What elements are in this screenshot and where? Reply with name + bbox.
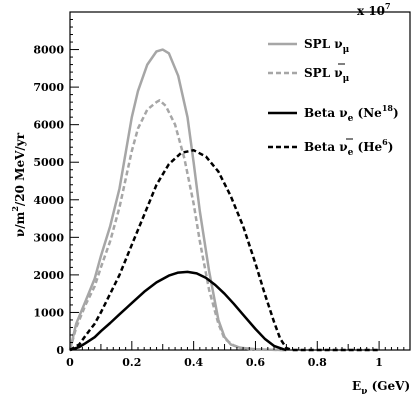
y-tick-label: 0 (56, 344, 64, 357)
plot-frame (69, 11, 411, 351)
y-axis-title: ν/m2/20 MeV/yr (10, 132, 27, 237)
svg-text:Beta νe (Ne18): Beta νe (Ne18) (304, 103, 399, 124)
x-tick-label: 0.8 (308, 356, 327, 369)
x-ticks: 0 0.2 0.4 0.6 0.8 1 (66, 341, 411, 369)
x-tick-label: 0.2 (122, 356, 141, 369)
y-tick-label: 6000 (33, 119, 64, 132)
series-layer (68, 48, 380, 352)
y-tick-label: 8000 (33, 44, 64, 57)
y-ticks: 0 1000 2000 3000 4000 5000 6000 7000 8000 (33, 11, 79, 357)
y-multiplier: x 107 (357, 1, 391, 18)
legend-entry-beta-antinue: Beta νe (He6) (268, 137, 393, 158)
legend: SPL νμ SPL νμ Beta νe (Ne18) Beta νe (He… (268, 37, 399, 158)
svg-text:SPL νμ: SPL νμ (304, 37, 350, 55)
legend-entry-beta-nue: Beta νe (Ne18) (268, 103, 399, 124)
series-line-0 (68, 48, 287, 352)
series-line-2 (69, 270, 287, 352)
legend-entry-spl-antinumu: SPL νμ (268, 63, 350, 84)
series-line-3 (69, 148, 380, 352)
x-tick-label: 0.6 (246, 356, 265, 369)
svg-text:Beta νe (He6): Beta νe (He6) (304, 137, 393, 158)
x-tick-label: 1 (375, 356, 383, 369)
x-axis-title: Eν (GeV) (352, 379, 410, 397)
y-tick-label: 1000 (33, 306, 64, 319)
y-tick-label: 2000 (33, 269, 64, 282)
x-tick-label: 0.4 (184, 356, 203, 369)
y-tick-label: 5000 (33, 156, 64, 169)
legend-entry-spl-numu: SPL νμ (268, 37, 350, 55)
y-tick-label: 7000 (33, 81, 64, 94)
series-line-1 (68, 99, 287, 352)
svg-text:SPL νμ: SPL νμ (304, 66, 350, 84)
y-tick-label: 4000 (33, 194, 64, 207)
x-tick-label: 0 (66, 356, 74, 369)
y-tick-label: 3000 (33, 231, 64, 244)
